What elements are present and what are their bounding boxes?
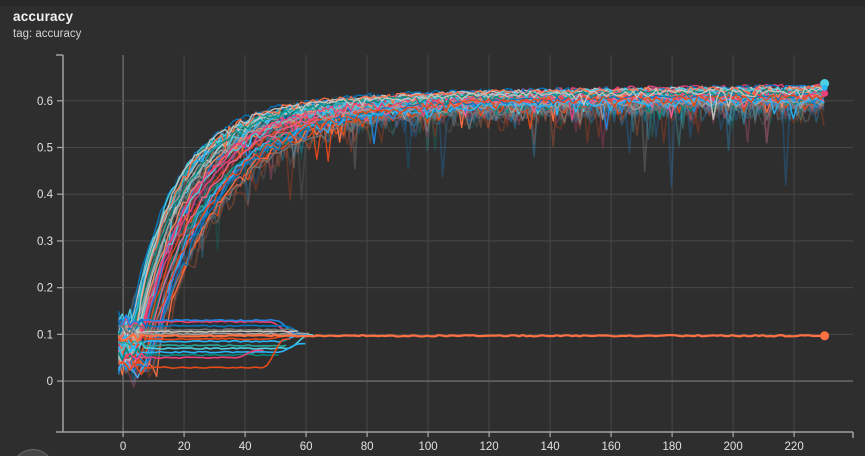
y-tick-label: 0.1: [37, 329, 53, 341]
y-tick-label: 0.6: [37, 96, 53, 108]
run-line[interactable]: [117, 88, 825, 338]
x-tick-label: 20: [178, 441, 191, 453]
x-tick-label: 120: [480, 441, 499, 453]
x-tick-label: 160: [602, 441, 621, 453]
top-strip: [0, 0, 865, 6]
run-line[interactable]: [117, 98, 825, 361]
run-line-flat[interactable]: [118, 333, 314, 354]
x-tick-label: 180: [663, 441, 682, 453]
y-tick-label: 0.4: [37, 189, 54, 201]
run-line-flat[interactable]: [117, 334, 294, 347]
y-tick-label: 0: [47, 376, 53, 388]
run-line[interactable]: [117, 93, 825, 359]
x-tick-label: 0: [120, 441, 126, 453]
x-tick-label: 100: [419, 441, 438, 453]
x-tick-label: 80: [361, 441, 374, 453]
end-marker-layer: [820, 78, 830, 341]
x-tick-label: 200: [724, 441, 743, 453]
run-endpoint-dot[interactable]: [820, 331, 830, 341]
run-line-flat[interactable]: [118, 340, 287, 348]
y-tick-label: 0.5: [37, 142, 53, 154]
x-tick-label: 140: [541, 441, 560, 453]
run-line[interactable]: [117, 87, 825, 365]
run-line-flat[interactable]: [117, 334, 306, 349]
x-tick-label: 220: [785, 441, 804, 453]
run-line-flat[interactable]: [117, 318, 310, 336]
run-line-flat[interactable]: [118, 325, 298, 339]
run-endpoint-dot[interactable]: [821, 84, 828, 91]
x-tick-label: 40: [239, 441, 252, 453]
run-line-flat[interactable]: [117, 347, 279, 362]
y-tick-label: 0.3: [37, 236, 53, 248]
run-endpoint-dot[interactable]: [821, 89, 829, 97]
axis-layer: 0 0.1 0.2 0.3 0.4 0.5 0.6 0 20 40 60 80 100 120 140 160…: [37, 54, 854, 453]
y-tick-label: 0.2: [37, 283, 53, 295]
run-line-flat[interactable]: [118, 349, 264, 365]
series-layer: [117, 83, 825, 379]
run-line-flat[interactable]: [118, 314, 302, 335]
run-line-flat[interactable]: [117, 326, 310, 340]
run-line-flat[interactable]: [118, 323, 295, 336]
run-line-flat[interactable]: [118, 338, 291, 376]
run-line[interactable]: [117, 89, 824, 352]
run-line-flat[interactable]: [117, 315, 294, 334]
x-tick-label: 60: [300, 441, 313, 453]
run-line-flat[interactable]: [117, 333, 824, 343]
run-line-raw: [118, 97, 825, 378]
